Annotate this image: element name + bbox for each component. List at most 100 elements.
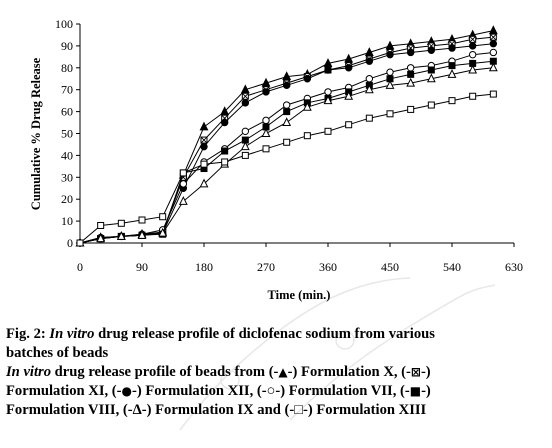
caption-fig-label: Fig. 2: <box>6 326 46 342</box>
series-formulation-x-point <box>220 106 230 116</box>
series-formulation-xii-point <box>489 40 498 48</box>
series-formulation-xii-point <box>241 99 250 107</box>
series-formulation-xiii-point <box>200 160 208 168</box>
figure-caption: Fig. 2: In vitro drug release profile of… <box>6 325 548 420</box>
x-tick-label: 90 <box>136 260 148 274</box>
series-formulation-xi-point-cross <box>469 36 476 43</box>
series-formulation-xi-point-cross <box>200 136 208 144</box>
series-formulation-x-point <box>240 84 250 94</box>
series-formulation-ix-point <box>364 84 374 94</box>
x-tick-label: 540 <box>443 260 461 274</box>
y-tick-label: 40 <box>61 148 73 162</box>
series-formulation-xii-point <box>324 66 332 74</box>
series-formulation-vii-point <box>262 116 270 125</box>
series-formulation-xiii-point <box>117 219 125 227</box>
caption-fig-italic: In vitro <box>49 326 95 342</box>
chart-axes: 0 10 20 30 40 50 60 70 80 90 100 0 90 180 270 360 450 540… <box>55 17 523 274</box>
caption-sub-rest-2: -) Formulation X, (- <box>287 364 411 380</box>
series-formulation-xii-point <box>448 44 456 52</box>
series-formulation-xiii-point <box>76 239 84 247</box>
caption-sub-rest-3: -) <box>420 364 431 380</box>
x-tick-label: 0 <box>77 260 83 274</box>
series-formulation-ix-point <box>488 62 498 72</box>
caption-sub-rest-1: drug release profile of beads from (- <box>54 364 279 380</box>
series-formulation-viii-point <box>221 147 229 155</box>
series-formulation-viii-point <box>427 66 435 74</box>
series-formulation-xi-point <box>469 35 477 43</box>
series-formulation-xiii-point <box>179 169 187 177</box>
series-formulation-x-point <box>364 47 374 56</box>
series-formulation-xii-point <box>262 88 270 96</box>
series-formulation-viii-point <box>448 62 456 70</box>
legend-symbol-x: ▲ <box>278 365 288 379</box>
series-formulation-xiii-point <box>489 90 497 98</box>
series-formulation-xiii-point <box>365 114 373 122</box>
series-formulation-viii-point <box>283 108 291 116</box>
x-tick-label: 630 <box>505 260 523 274</box>
series-formulation-ix-point <box>302 101 312 111</box>
series-formulation-vii-point <box>489 48 498 57</box>
y-axis-label: Cumulative % Drug Release <box>29 57 43 210</box>
y-tick-label: 10 <box>61 214 73 228</box>
series-formulation-ix-point <box>385 80 395 89</box>
series-formulation-xiii <box>76 90 497 247</box>
series-formulation-xiii-point <box>407 105 415 113</box>
series-formulation-xiii-point <box>469 92 477 100</box>
y-tick-label: 30 <box>61 170 73 184</box>
legend-symbol-xi: ⊠ <box>410 365 421 379</box>
y-tick-label: 80 <box>61 61 73 75</box>
series-formulation-xiii-point <box>345 121 353 129</box>
series-formulation-xiii-point <box>241 151 249 159</box>
caption-line-2: batches of beads <box>6 345 109 361</box>
series-formulation-ix-point <box>468 64 478 74</box>
series-formulation-xii-point <box>344 64 353 72</box>
series-formulation-xiii-point <box>303 132 311 140</box>
series-formulation-vii-point <box>282 101 291 109</box>
series-formulation-xii-point <box>406 48 415 57</box>
caption-line-4-b: -) Formulation XII, (-○-) Formulation VI… <box>132 383 410 399</box>
series-formulation-xiii-point <box>427 101 435 109</box>
series-formulation-vii-point <box>365 75 374 83</box>
series-formulation-xii-point <box>468 42 477 50</box>
series-formulation-xi-point <box>200 136 208 144</box>
series-formulation-ix-point <box>282 117 292 127</box>
series-formulation-vii-point <box>241 127 250 136</box>
caption-line-3: In vitro drug release profile of beads f… <box>6 363 548 382</box>
series-formulation-xi-point <box>489 33 497 41</box>
series-formulation-xiii-point <box>159 213 167 221</box>
caption-line-4: Formulation XI, (-●-) Formulation XII, (… <box>6 382 548 401</box>
y-tick-label: 60 <box>61 105 73 119</box>
series-formulation-x-point <box>282 71 292 81</box>
series-formulation-xi-point-cross <box>242 92 249 100</box>
series-formulation-vii-point <box>324 88 332 96</box>
legend-symbol-xii: ● <box>121 384 133 398</box>
series-formulation-ix-point <box>323 95 333 105</box>
series-formulation-vii-point <box>386 68 394 76</box>
series-formulation-ix-point <box>447 69 457 78</box>
series-formulation-x-point <box>344 53 354 63</box>
series-formulation-x-point <box>488 25 498 35</box>
series-formulation-vii-point <box>468 50 477 59</box>
release-profile-chart: 0 10 20 30 40 50 60 70 80 90 100 0 90 180 270 360 450 540… <box>29 17 523 302</box>
series-formulation-ix-point <box>426 73 436 83</box>
chart-series <box>75 25 498 247</box>
series-formulation-ix <box>75 62 498 247</box>
series-formulation-ix-point <box>261 128 271 137</box>
series-formulation-xii-point <box>365 57 374 65</box>
series-formulation-xiii-point <box>138 216 146 224</box>
series-formulation-xiii-point <box>262 145 270 153</box>
x-tick-label: 180 <box>195 260 213 274</box>
series-formulation-vii-point <box>406 64 415 72</box>
series-formulation-xii-point <box>303 75 312 83</box>
series-formulation-ix-point <box>158 227 168 237</box>
x-tick-label: 450 <box>381 260 399 274</box>
series-formulation-ix-point <box>137 230 147 239</box>
series-formulation-xii-point <box>386 50 394 59</box>
series-formulation-x <box>75 25 498 247</box>
y-tick-label: 0 <box>67 236 73 250</box>
x-axis-label: Time (min.) <box>268 288 331 302</box>
series-formulation-xii-point <box>282 81 291 90</box>
series-formulation-x-point <box>385 40 395 50</box>
y-tick-label: 90 <box>61 39 73 53</box>
series-formulation-xii-point <box>220 118 229 127</box>
